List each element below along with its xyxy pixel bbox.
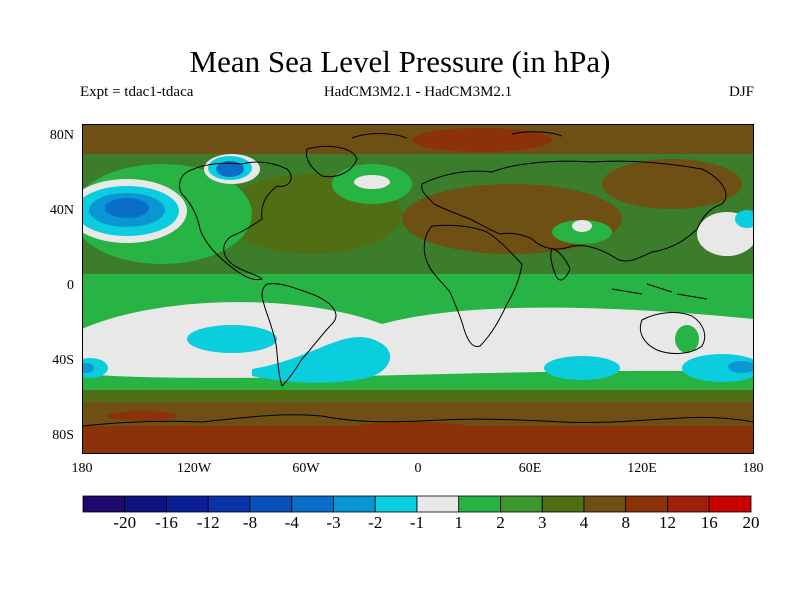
coastline-antarctica (82, 414, 754, 427)
field-south-pacific-cyan (82, 358, 108, 378)
colorbar-label: 16 (700, 513, 718, 532)
colorbar-label: -1 (409, 513, 425, 532)
colorbar-segment (333, 495, 376, 513)
colorbar-segment (124, 495, 167, 513)
colorbar-label: 1 (454, 513, 464, 532)
colorbar-segment (458, 495, 501, 513)
colorbar-segment (667, 495, 710, 513)
coastline-india (550, 247, 571, 281)
lat-label-40n: 40N (49, 203, 74, 218)
lat-label-40s: 40S (52, 353, 74, 368)
colorbar-segment (207, 495, 251, 513)
field-south-pacific-blue (82, 363, 94, 373)
colorbar-segment (291, 495, 334, 513)
colorbar-label: 2 (496, 513, 505, 532)
coastline-north-america (179, 161, 292, 281)
colorbar-segment (166, 495, 209, 513)
model-label: HadCM3M2.1 - HadCM3M2.1 (323, 84, 513, 100)
colorbar-label: -2 (368, 513, 383, 532)
colorbar-segment (625, 495, 668, 513)
lon-label-60w: 60W (292, 461, 320, 476)
coastline-greenland (305, 146, 358, 178)
colorbar-label: -16 (155, 513, 178, 532)
field-southwest-pacific-cyan (682, 354, 754, 382)
colorbar-label: 20 (742, 513, 760, 532)
coastline-south-america (261, 283, 337, 387)
colorbar-label: -3 (326, 513, 341, 532)
colorbar-segment (708, 495, 752, 513)
lon-label-180w: 180 (71, 461, 93, 476)
field-canada-blue (216, 161, 244, 177)
field-west-pacific-cyan (735, 210, 754, 228)
pressure-anomaly-map (82, 124, 754, 454)
coastline-indonesia (611, 283, 708, 300)
field-southeast-pacific-cyan (187, 325, 277, 353)
coastline-africa (423, 224, 523, 348)
lat-label-0: 0 (67, 278, 74, 293)
field-south-atlantic-cyan (252, 336, 391, 383)
lon-label-120e: 120E (627, 461, 657, 476)
colorbar-label: -4 (284, 513, 299, 532)
field-north-pacific-blue (105, 198, 149, 218)
colorbar-label: -12 (196, 513, 220, 532)
colorbar-label: -8 (242, 513, 258, 532)
lat-label-80s: 80S (52, 428, 74, 443)
lon-label-60e: 60E (518, 461, 542, 476)
lat-label-80n: 80N (49, 128, 74, 143)
colorbar-segment (541, 495, 585, 513)
colorbar-segment (416, 495, 460, 513)
colorbar-label: -20 (113, 513, 137, 532)
season-label: DJF (728, 84, 754, 100)
map-frame (82, 124, 754, 454)
field-south-indian-cyan (544, 356, 620, 380)
map-title: Mean Sea Level Pressure (in hPa) (189, 44, 611, 79)
field-north-atlantic-white (354, 175, 390, 189)
coastline-eurasia (421, 160, 727, 262)
field-australia-green (675, 325, 699, 353)
colorbar-label: 12 (659, 513, 676, 532)
experiment-label: Expt = tdac1-tdaca (80, 84, 194, 100)
field-china-white (572, 220, 592, 232)
field-arctic-red (412, 128, 552, 152)
field-southwest-pacific-blue (728, 361, 754, 373)
lon-label-120w: 120W (176, 461, 212, 476)
colorbar-segment (249, 495, 293, 513)
colorbar (82, 495, 752, 513)
lon-label-0: 0 (414, 461, 422, 476)
coastline-arctic-islands (351, 131, 563, 139)
field-southern-ocean-olive (82, 390, 754, 404)
colorbar-segment (82, 495, 126, 513)
colorbar-label: 3 (538, 513, 547, 532)
lon-label-180e: 180 (742, 461, 764, 476)
colorbar-segment (500, 495, 543, 513)
colorbar-segment (374, 495, 418, 513)
field-antarctic-red-patch (107, 411, 177, 421)
colorbar-label: 8 (621, 513, 631, 532)
field-antarctic-red-patch (352, 422, 472, 434)
colorbar-segment (583, 495, 627, 513)
coastline-australia (639, 312, 706, 354)
colorbar-label: 4 (579, 513, 589, 532)
